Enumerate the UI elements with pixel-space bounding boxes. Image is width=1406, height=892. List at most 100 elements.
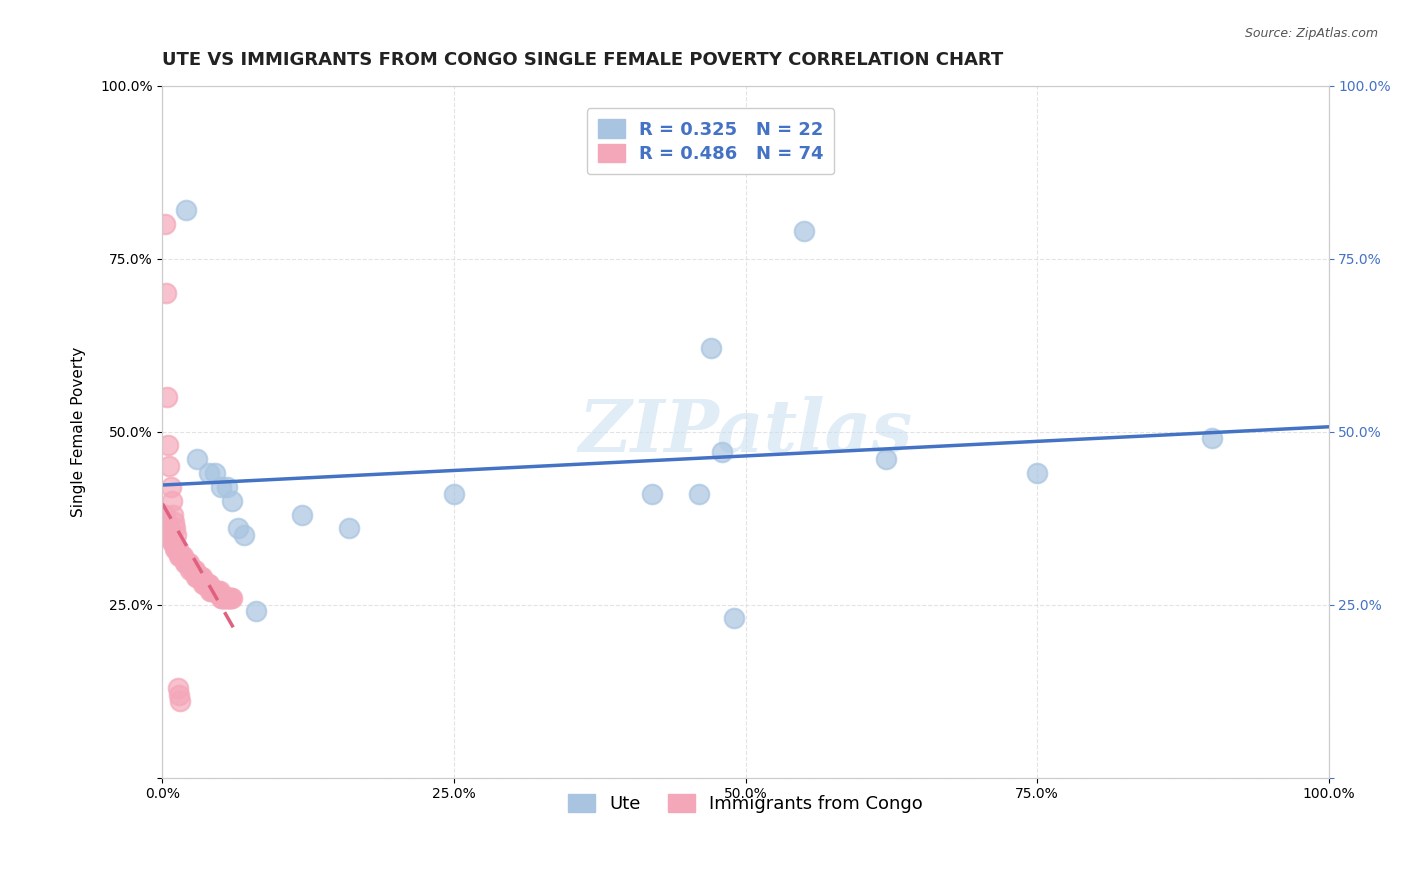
Point	[176, 556, 198, 570]
Point	[195, 576, 218, 591]
Point	[214, 591, 236, 605]
Point	[205, 583, 228, 598]
Point	[221, 493, 243, 508]
Point	[194, 576, 217, 591]
Point	[159, 480, 181, 494]
Point	[221, 591, 243, 605]
Point	[177, 556, 200, 570]
Point	[159, 528, 181, 542]
Point	[204, 583, 226, 598]
Point	[186, 570, 208, 584]
Point	[688, 487, 710, 501]
Point	[875, 452, 897, 467]
Point	[187, 570, 209, 584]
Point	[226, 521, 249, 535]
Point	[167, 549, 190, 563]
Point	[169, 694, 191, 708]
Point	[191, 570, 214, 584]
Point	[160, 493, 183, 508]
Point	[219, 591, 242, 605]
Point	[162, 508, 184, 522]
Point	[337, 521, 360, 535]
Point	[155, 515, 177, 529]
Point	[209, 591, 232, 605]
Point	[162, 535, 184, 549]
Point	[157, 521, 180, 535]
Point	[159, 459, 181, 474]
Point	[166, 542, 188, 557]
Point	[186, 452, 208, 467]
Point	[1026, 466, 1049, 480]
Point	[1201, 432, 1223, 446]
Point	[180, 563, 202, 577]
Point	[157, 438, 180, 452]
Point	[186, 570, 208, 584]
Point	[172, 549, 194, 563]
Point	[245, 605, 267, 619]
Point	[156, 521, 179, 535]
Point	[153, 508, 176, 522]
Point	[217, 591, 239, 605]
Point	[793, 224, 815, 238]
Point	[167, 688, 190, 702]
Point	[166, 681, 188, 695]
Point	[207, 583, 229, 598]
Point	[163, 515, 186, 529]
Point	[291, 508, 314, 522]
Point	[165, 521, 187, 535]
Point	[179, 563, 201, 577]
Text: UTE VS IMMIGRANTS FROM CONGO SINGLE FEMALE POVERTY CORRELATION CHART: UTE VS IMMIGRANTS FROM CONGO SINGLE FEMA…	[163, 51, 1004, 69]
Point	[204, 466, 226, 480]
Legend: Ute, Immigrants from Congo: Ute, Immigrants from Congo	[557, 783, 934, 824]
Point	[207, 583, 229, 598]
Point	[193, 576, 215, 591]
Point	[219, 591, 242, 605]
Y-axis label: Single Female Poverty: Single Female Poverty	[72, 346, 86, 516]
Point	[169, 549, 191, 563]
Point	[184, 563, 207, 577]
Point	[174, 203, 197, 218]
Point	[190, 570, 212, 584]
Point	[202, 583, 225, 598]
Point	[200, 583, 222, 598]
Text: ZIPatlas: ZIPatlas	[578, 396, 912, 467]
Point	[212, 591, 235, 605]
Point	[215, 591, 238, 605]
Point	[233, 528, 256, 542]
Point	[152, 508, 174, 522]
Point	[160, 535, 183, 549]
Point	[172, 549, 194, 563]
Point	[173, 556, 195, 570]
Point	[211, 591, 233, 605]
Point	[163, 535, 186, 549]
Point	[153, 217, 176, 231]
Text: Source: ZipAtlas.com: Source: ZipAtlas.com	[1244, 27, 1378, 40]
Point	[159, 528, 181, 542]
Point	[443, 487, 465, 501]
Point	[198, 466, 221, 480]
Point	[711, 445, 734, 459]
Point	[215, 480, 238, 494]
Point	[156, 390, 179, 404]
Point	[200, 583, 222, 598]
Point	[181, 563, 204, 577]
Point	[165, 542, 187, 557]
Point	[201, 583, 224, 598]
Point	[218, 591, 240, 605]
Point	[214, 591, 236, 605]
Point	[166, 528, 188, 542]
Point	[179, 556, 201, 570]
Point	[183, 563, 205, 577]
Point	[198, 576, 221, 591]
Point	[188, 570, 211, 584]
Point	[174, 556, 197, 570]
Point	[170, 549, 193, 563]
Point	[193, 576, 215, 591]
Point	[208, 583, 231, 598]
Point	[641, 487, 664, 501]
Point	[699, 342, 721, 356]
Point	[723, 611, 745, 625]
Point	[209, 480, 232, 494]
Point	[197, 576, 219, 591]
Point	[155, 286, 177, 301]
